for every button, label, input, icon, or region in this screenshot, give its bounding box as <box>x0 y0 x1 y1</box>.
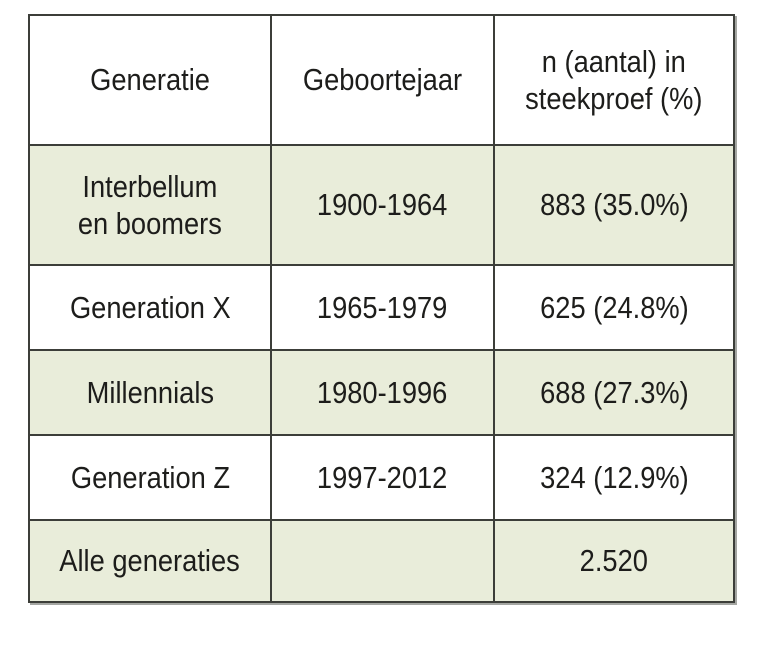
cell-sample-total: 2.520 <box>493 519 735 603</box>
cell-birth-years: 1997-2012 <box>270 434 495 521</box>
cell-sample-total-text: 2.520 <box>579 543 649 579</box>
cell-sample-count: 883 (35.0%) <box>493 144 735 266</box>
column-header-steekproef-label: n (aantal) in steekproef (%) <box>525 43 703 116</box>
table-row-millennials: Millennials 1980-1996 688 (27.3%) <box>28 349 735 436</box>
column-header-geboortejaar-label: Geboortejaar <box>302 62 463 98</box>
table-row-generation-x: Generation X 1965-1979 625 (24.8%) <box>28 264 735 351</box>
cell-generation-text: Alle generaties <box>59 543 241 579</box>
cell-generation-text: Generation X <box>69 289 231 325</box>
cell-generation-text: Interbellum en boomers <box>77 168 223 241</box>
cell-birth-years-text: 1980-1996 <box>317 374 448 410</box>
table-row-generation-z: Generation Z 1997-2012 324 (12.9%) <box>28 434 735 521</box>
cell-birth-years-empty <box>270 519 495 603</box>
table-row-interbellum-boomers: Interbellum en boomers 1900-1964 883 (35… <box>28 144 735 266</box>
cell-generation-text: Generation Z <box>70 459 230 495</box>
cell-sample-count-text: 883 (35.0%) <box>539 187 689 223</box>
column-header-geboortejaar: Geboortejaar <box>270 14 495 146</box>
column-header-generatie-label: Generatie <box>90 62 210 98</box>
cell-generation: Millennials <box>28 349 272 436</box>
generations-sample-table: Generatie Geboortejaar n (aantal) in ste… <box>28 14 735 603</box>
column-header-generatie: Generatie <box>28 14 272 146</box>
cell-sample-count: 324 (12.9%) <box>493 434 735 521</box>
cell-generation: Generation Z <box>28 434 272 521</box>
cell-birth-years-text: 1997-2012 <box>317 459 448 495</box>
cell-sample-count-text: 324 (12.9%) <box>539 459 689 495</box>
cell-birth-years: 1965-1979 <box>270 264 495 351</box>
cell-sample-count: 688 (27.3%) <box>493 349 735 436</box>
cell-sample-count-text: 625 (24.8%) <box>539 289 689 325</box>
column-header-steekproef: n (aantal) in steekproef (%) <box>493 14 735 146</box>
cell-birth-years-text: 1965-1979 <box>317 289 448 325</box>
table-row-all-generations-total: Alle generaties 2.520 <box>28 519 735 603</box>
cell-sample-count-text: 688 (27.3%) <box>539 374 689 410</box>
cell-birth-years: 1900-1964 <box>270 144 495 266</box>
cell-generation: Alle generaties <box>28 519 272 603</box>
cell-generation: Generation X <box>28 264 272 351</box>
header-row: Generatie Geboortejaar n (aantal) in ste… <box>28 14 735 146</box>
cell-birth-years-text: 1900-1964 <box>317 187 448 223</box>
cell-generation-text: Millennials <box>86 374 214 410</box>
cell-birth-years: 1980-1996 <box>270 349 495 436</box>
cell-generation: Interbellum en boomers <box>28 144 272 266</box>
cell-sample-count: 625 (24.8%) <box>493 264 735 351</box>
